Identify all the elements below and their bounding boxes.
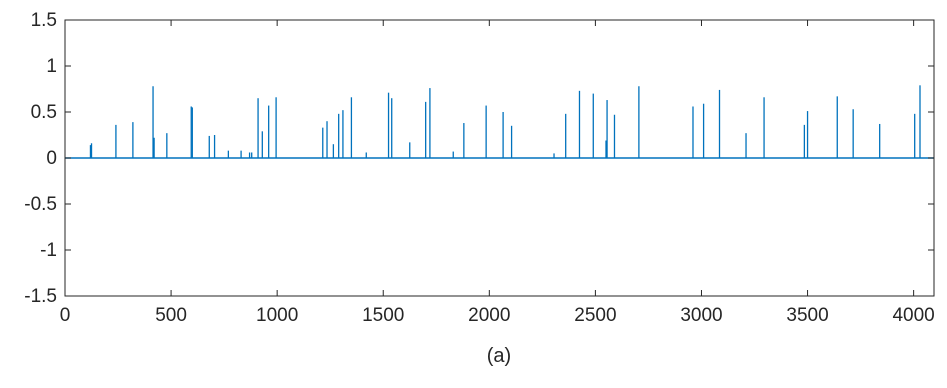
chart-caption: (a) bbox=[487, 345, 511, 367]
x-tick-label: 2000 bbox=[468, 305, 510, 326]
x-tick-label: 2500 bbox=[574, 305, 616, 326]
plot-layer bbox=[65, 85, 934, 159]
x-axis: 0 500 1000 1500 2000 2500 3000 3500 4000 bbox=[60, 20, 935, 326]
y-tick-label: 0 bbox=[46, 148, 57, 169]
x-tick-label: 3000 bbox=[680, 305, 722, 326]
y-tick-label: -1 bbox=[40, 240, 57, 261]
y-tick-label: -1.5 bbox=[24, 286, 57, 307]
y-tick-label: 1 bbox=[46, 56, 57, 77]
y-tick-label: 1.5 bbox=[31, 10, 57, 31]
x-tick-label: 0 bbox=[60, 305, 71, 326]
x-tick-label: 1000 bbox=[256, 305, 298, 326]
y-tick-label: 0.5 bbox=[31, 102, 57, 123]
y-axis: -1.5 -1 -0.5 0 0.5 1 1.5 bbox=[24, 10, 934, 307]
x-tick-label: 1500 bbox=[362, 305, 404, 326]
x-tick-label: 500 bbox=[155, 305, 187, 326]
x-tick-label: 4000 bbox=[892, 305, 934, 326]
x-tick-label: 3500 bbox=[786, 305, 828, 326]
y-tick-label: -0.5 bbox=[24, 194, 57, 215]
